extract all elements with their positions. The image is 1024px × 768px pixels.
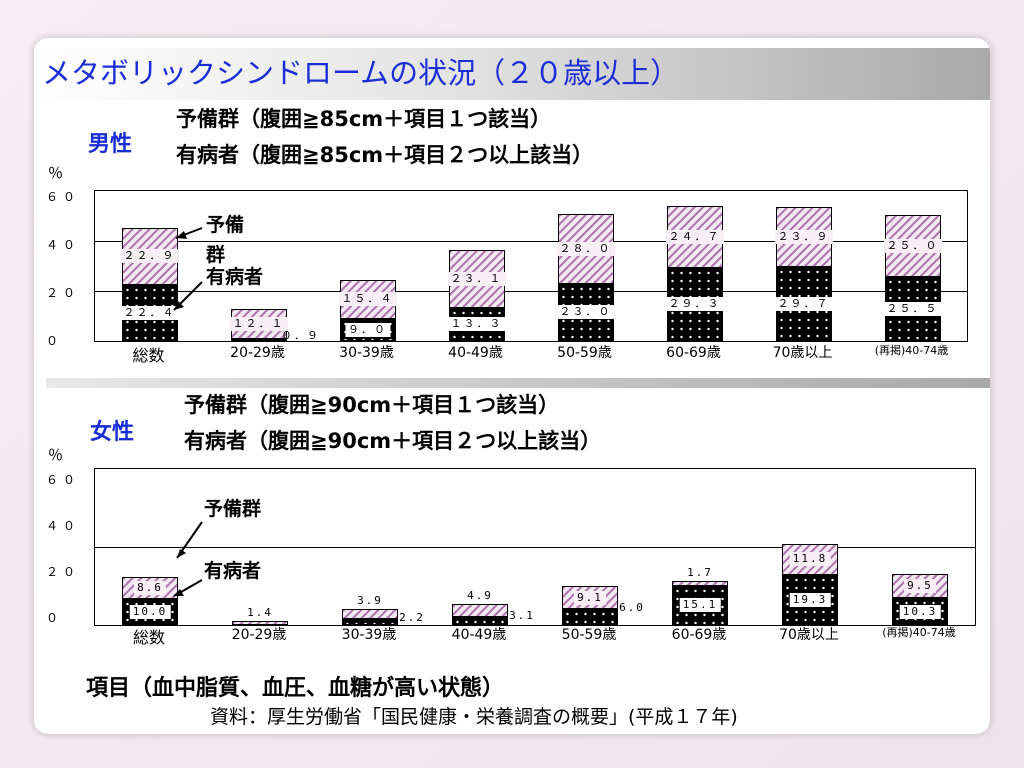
value-label-disease: 10.0 <box>129 605 171 619</box>
value-label-disease: 3.1 <box>509 608 535 622</box>
male-annotation-disease: 有病者 <box>206 266 264 288</box>
category-label: 60-69歳 <box>666 345 721 361</box>
slide: メタボリックシンドロームの状況（２０歳以上） 男性 予備群（腹囲≧85cm＋項目… <box>34 38 990 734</box>
value-label-pre: １５．４ <box>338 292 397 307</box>
value-label-disease: ２９．７ <box>774 296 833 311</box>
section-separator <box>46 378 990 388</box>
female-tick-60: ６０ <box>46 473 81 487</box>
value-label-pre: 11.8 <box>789 552 831 567</box>
value-label-pre: ２８．０ <box>556 241 615 256</box>
value-label-pre: 4.9 <box>467 589 493 603</box>
category-label: 40-49歳 <box>451 627 507 643</box>
value-label-disease: １３．３ <box>447 317 506 332</box>
value-label-disease: 6.0 <box>619 601 645 615</box>
category-label: (再掲)40-74歳 <box>874 344 949 357</box>
value-label-pre: ２２．９ <box>120 249 179 264</box>
category-label: 20-29歳 <box>230 345 285 361</box>
category-label: 総数 <box>132 346 165 365</box>
male-tick-40: ４０ <box>46 238 81 252</box>
value-label-pre: ２５．０ <box>883 239 942 253</box>
category-label: 40-49歳 <box>448 345 503 361</box>
bar-disease <box>230 338 287 341</box>
value-label-disease: ０．９ <box>281 329 320 342</box>
bar-pre <box>672 581 728 586</box>
male-tick-60: ６０ <box>46 190 81 204</box>
male-chart: ２２．９ ２２．４ １２．１ ０．９ １５．４ ９．０ ２３．１ １３．３ ２８．０ ２３．０ ２４… <box>94 190 968 342</box>
category-label: 30-39歳 <box>341 627 397 643</box>
value-label-disease: ２５．５ <box>883 302 942 317</box>
value-label-pre: 1.7 <box>687 566 713 580</box>
bar-disease <box>562 609 618 625</box>
value-label-disease: ９．０ <box>345 322 390 337</box>
value-label-disease: ２３．０ <box>556 305 615 320</box>
bar-pre <box>892 573 948 599</box>
female-chart: 8.6 10.0 1.4 3.9 2.2 4.9 3.1 9.1 6.0 1.7 15.1 11.8 1… <box>94 468 976 626</box>
footer-items-note: 項目（血中脂質、血圧、血糖が高い状態） <box>86 676 505 701</box>
value-label-pre: 9.5 <box>904 578 936 593</box>
slide-title: メタボリックシンドロームの状況（２０歳以上） <box>42 56 680 90</box>
male-heading-disease: 有病者（腹囲≧85cm＋項目２つ以上該当） <box>176 143 594 167</box>
bar-pre <box>232 621 288 625</box>
category-label: (再掲)40-74歳 <box>882 626 956 639</box>
category-label: 50-59歳 <box>561 627 617 643</box>
gridline <box>95 547 975 548</box>
female-group-label: 女性 <box>90 420 135 445</box>
value-label-pre: 9.1 <box>574 590 606 605</box>
female-annotation-disease: 有病者 <box>204 560 262 582</box>
female-heading-pre: 予備群（腹囲≧90cm＋項目１つ該当） <box>184 393 560 417</box>
category-label: 60-69歳 <box>671 627 727 643</box>
value-label-disease: 2.2 <box>399 611 425 625</box>
value-label-pre: １２．１ <box>229 316 288 331</box>
category-label: 70歳以上 <box>772 345 833 361</box>
bar-disease <box>342 619 398 625</box>
value-label-pre: ２４．７ <box>665 229 724 244</box>
male-annotation-pre: 予備 群 <box>206 214 245 266</box>
category-label: 50-59歳 <box>557 345 612 361</box>
value-label-disease: 15.1 <box>679 598 721 613</box>
male-unit-label: ％ <box>48 164 64 182</box>
value-label-disease: 10.3 <box>899 604 941 619</box>
value-label-pre: ２３．９ <box>774 229 833 244</box>
gridline <box>95 291 967 292</box>
female-tick-20: ２０ <box>46 565 81 579</box>
footer-source: 資料：厚生労働省「国民健康・栄養調査の概要」(平成１７年) <box>210 706 738 728</box>
value-label-disease: ２９．３ <box>665 297 724 312</box>
value-label-disease: 19.3 <box>789 592 831 607</box>
bar-pre <box>452 604 508 617</box>
female-unit-label: ％ <box>48 446 64 464</box>
value-label-pre: ２３．１ <box>447 271 506 286</box>
male-group-label: 男性 <box>88 132 133 157</box>
category-label: 70歳以上 <box>779 627 839 643</box>
gridline <box>95 241 967 242</box>
male-tick-20: ２０ <box>46 286 81 300</box>
female-tick-40: ４０ <box>46 519 81 533</box>
value-label-disease: ２２．４ <box>120 306 179 320</box>
male-tick-0: ０ <box>46 334 64 348</box>
female-annotation-pre: 予備群 <box>204 498 262 520</box>
male-heading-pre: 予備群（腹囲≧85cm＋項目１つ該当） <box>176 107 552 131</box>
value-label-pre: 3.9 <box>357 594 383 608</box>
bar-disease <box>452 616 508 625</box>
title-bar <box>34 48 990 100</box>
value-label-pre: 1.4 <box>247 606 273 620</box>
value-label-pre: 8.6 <box>134 580 166 595</box>
category-label: 30-39歳 <box>339 345 394 361</box>
female-tick-0: ０ <box>46 611 64 625</box>
female-heading-disease: 有病者（腹囲≧90cm＋項目２つ以上該当） <box>184 429 602 453</box>
category-label: 総数 <box>132 628 166 647</box>
bar-pre <box>342 609 398 620</box>
category-label: 20-29歳 <box>231 627 287 643</box>
